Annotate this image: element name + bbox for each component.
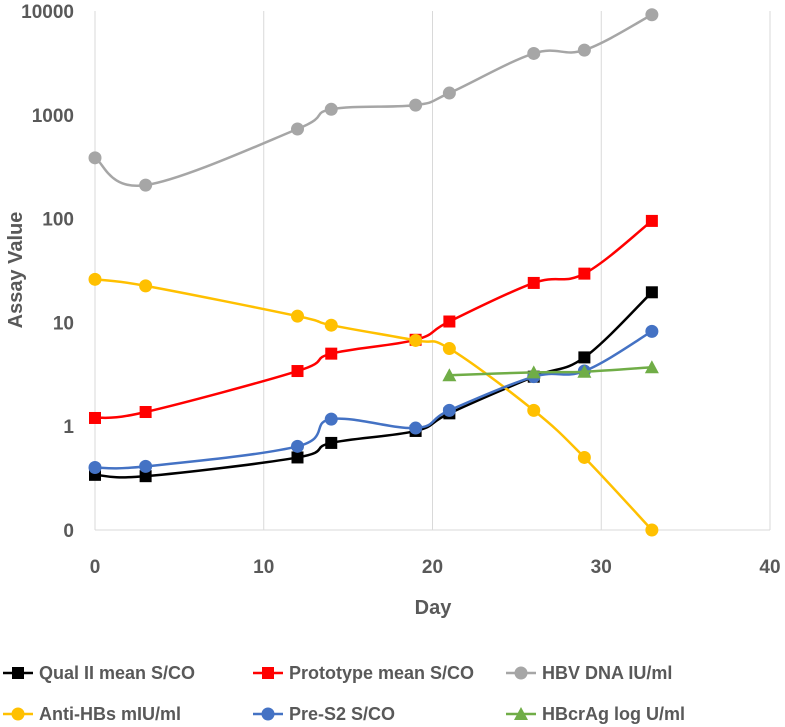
x-tick-label: 0: [90, 557, 101, 578]
series-line-hbv-dna-iu-ml: [94, 13, 653, 187]
data-point: [645, 286, 658, 299]
legend-label: HBV DNA IU/ml: [542, 663, 672, 683]
y-tick-label: 10000: [21, 2, 74, 23]
data-point: [527, 403, 541, 417]
data-point: [442, 86, 456, 100]
data-point: [645, 8, 659, 22]
data-point: [139, 406, 152, 419]
data-point: [291, 365, 304, 378]
data-point: [324, 412, 338, 426]
data-point: [645, 523, 659, 537]
data-point: [291, 439, 304, 453]
legend-item-hbv-dna-iu-ml: HBV DNA IU/ml: [506, 663, 672, 683]
series-hbv-dna-iu-ml: [88, 8, 659, 192]
x-axis-title: Day: [415, 597, 453, 619]
data-point: [291, 122, 304, 136]
data-point: [442, 368, 457, 382]
grid: [263, 11, 771, 530]
data-point: [324, 318, 338, 332]
y-tick-label: 0: [63, 521, 74, 542]
data-point: [139, 279, 153, 293]
legend-marker: [11, 707, 25, 721]
x-tick-label: 20: [422, 557, 443, 578]
data-point: [409, 98, 423, 112]
legend-item-qual-ii-mean-s-co: Qual II mean S/CO: [3, 663, 195, 683]
legend-item-anti-hbs-miu-ml: Anti-HBs mIU/ml: [3, 704, 181, 724]
data-point: [325, 436, 338, 449]
series-line-pre-s2-s-co: [94, 330, 653, 470]
legend-marker: [261, 707, 275, 721]
x-tick-label: 40: [759, 557, 780, 578]
legend-item-prototype-mean-s-co: Prototype mean S/CO: [253, 663, 474, 683]
data-point: [577, 43, 591, 57]
data-point: [645, 324, 659, 338]
series-layer: [88, 8, 659, 537]
legend-marker: [514, 707, 528, 720]
data-point: [577, 450, 591, 464]
legend-label: Anti-HBs mIU/ml: [39, 704, 181, 724]
legend-marker: [12, 667, 24, 679]
data-point: [578, 267, 591, 280]
series-line-hbcrag-log-u-ml: [449, 365, 652, 377]
x-tick-label: 10: [253, 557, 274, 578]
series-line-prototype-mean-s-co: [94, 219, 653, 420]
data-point: [645, 214, 658, 227]
legend-marker: [262, 667, 274, 679]
legend-item-pre-s2-s-co: Pre-S2 S/CO: [253, 704, 395, 724]
data-point: [442, 342, 456, 356]
legend-label: Prototype mean S/CO: [289, 663, 474, 683]
legend-label: Qual II mean S/CO: [39, 663, 195, 683]
series-hbcrag-log-u-ml: [442, 360, 659, 382]
y-tick-label: 1000: [32, 106, 74, 127]
legend-marker: [514, 666, 528, 680]
legend: Qual II mean S/CO Prototype mean S/CO HBV …: [3, 663, 685, 724]
data-point: [577, 364, 592, 378]
data-point: [442, 403, 456, 417]
legend-item-hbcrag-log-u-ml: HBcrAg log U/ml: [506, 704, 685, 724]
data-point: [139, 470, 152, 483]
y-tick-label: 1: [63, 417, 74, 438]
series-anti-hbs-miu-ml: [88, 272, 659, 537]
data-point: [644, 360, 659, 374]
y-axis-title: Assay Value: [5, 212, 27, 329]
data-point: [578, 351, 591, 364]
data-point: [443, 315, 456, 328]
data-point: [527, 276, 540, 289]
data-point: [526, 365, 541, 379]
legend-label: HBcrAg log U/ml: [542, 704, 685, 724]
data-point: [139, 459, 153, 473]
y-tick-label: 100: [42, 210, 74, 231]
data-point: [88, 272, 102, 286]
data-point: [89, 411, 101, 424]
x-tick-label: 30: [591, 557, 612, 578]
legend-label: Pre-S2 S/CO: [289, 704, 395, 724]
y-tick-label: 10: [53, 313, 74, 334]
data-point: [88, 151, 102, 165]
data-point: [325, 347, 338, 360]
tick-labels: 0 10 20 30 40 0 1 10 100 1000 10000: [21, 2, 780, 578]
data-point: [139, 178, 153, 192]
series-line-qual-ii-mean-s-co: [94, 291, 653, 479]
data-point: [291, 451, 304, 464]
data-point: [324, 102, 338, 116]
data-point: [409, 333, 423, 347]
data-point: [88, 461, 102, 475]
data-point: [409, 421, 423, 435]
data-point: [527, 46, 541, 60]
data-point: [291, 309, 304, 323]
